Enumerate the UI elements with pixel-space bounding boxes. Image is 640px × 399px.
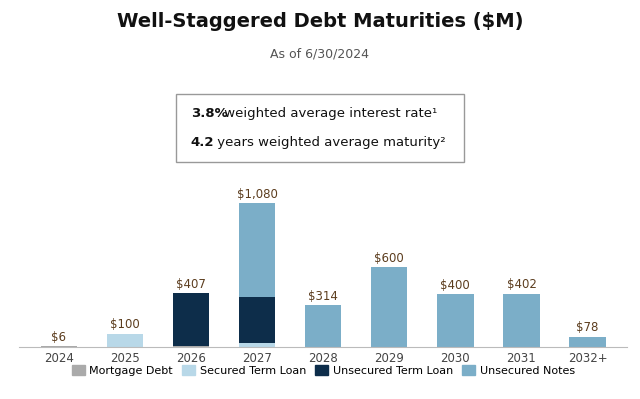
Legend: Mortgage Debt, Secured Term Loan, Unsecured Term Loan, Unsecured Notes: Mortgage Debt, Secured Term Loan, Unsecu… [67, 361, 579, 380]
Bar [305, 305, 341, 347]
Text: weighted average interest rate¹: weighted average interest rate¹ [220, 107, 436, 120]
Text: $400: $400 [440, 279, 470, 292]
Text: $407: $407 [176, 278, 206, 290]
Text: 3.8%: 3.8% [191, 107, 227, 120]
Bar [173, 293, 209, 346]
Bar [371, 267, 408, 347]
Text: $78: $78 [577, 321, 599, 334]
Text: $600: $600 [374, 252, 404, 265]
Text: 4.2: 4.2 [191, 136, 214, 149]
Text: years weighted average maturity²: years weighted average maturity² [213, 136, 445, 149]
Text: $314: $314 [308, 290, 338, 303]
Bar [239, 203, 275, 296]
Text: $100: $100 [110, 318, 140, 332]
Bar [570, 337, 605, 347]
Text: As of 6/30/2024: As of 6/30/2024 [271, 48, 369, 61]
Bar [239, 296, 275, 343]
Text: Well-Staggered Debt Maturities ($M): Well-Staggered Debt Maturities ($M) [116, 12, 524, 31]
Bar [503, 294, 540, 347]
Bar [173, 346, 209, 347]
Bar [239, 343, 275, 347]
Bar [41, 346, 77, 347]
Text: $1,080: $1,080 [237, 188, 278, 201]
Bar [107, 334, 143, 347]
Text: $402: $402 [506, 278, 536, 291]
Bar [437, 294, 474, 347]
Text: $6: $6 [51, 331, 67, 344]
